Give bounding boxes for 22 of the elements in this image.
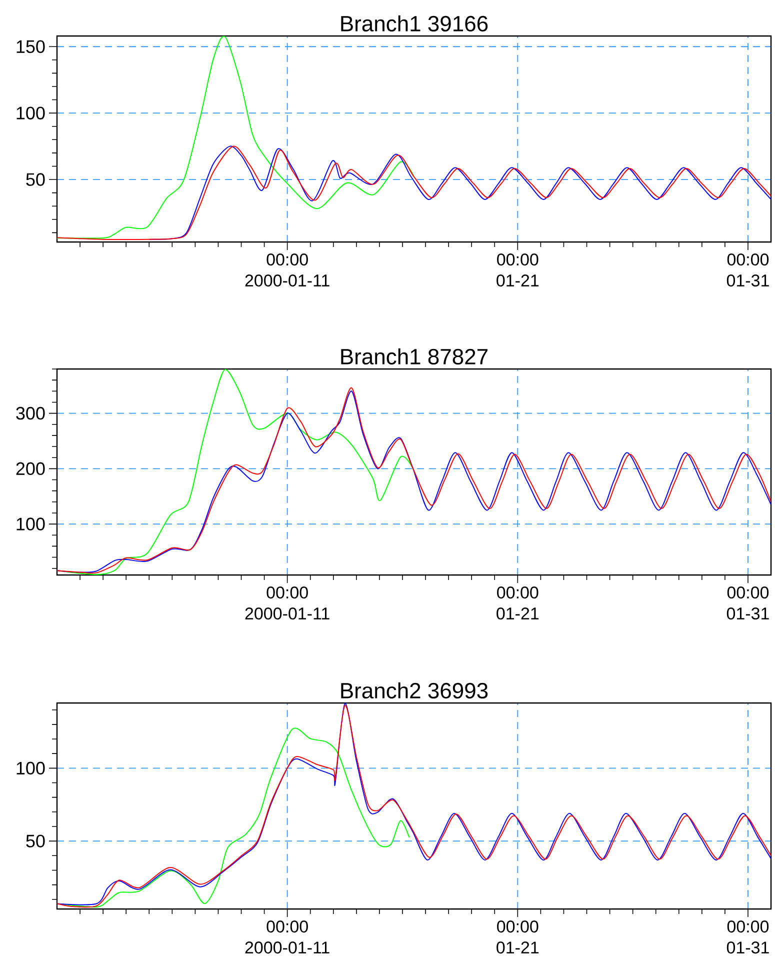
- y-tick-label: 50: [26, 834, 45, 848]
- x-tick-label: 00:00 01-21: [496, 920, 539, 954]
- y-tick-label: 200: [16, 462, 45, 476]
- x-tick-label: 00:00 01-21: [496, 254, 539, 287]
- chart-title: Branch1 39166: [341, 15, 488, 32]
- y-tick-label: 300: [16, 406, 45, 420]
- y-tick-label: 100: [16, 106, 45, 120]
- x-tick-label: 00:00 2000-01-11: [245, 254, 330, 287]
- line-series: [57, 36, 415, 239]
- x-tick-label: 00:00 2000-01-11: [245, 586, 330, 620]
- x-tick-label: 00:00 01-31: [726, 254, 769, 287]
- x-tick-label: 00:00 01-31: [726, 586, 769, 620]
- x-tick-label: 00:00 2000-01-11: [245, 920, 330, 954]
- chart-title: Branch1 87827: [341, 348, 488, 364]
- y-tick-label: 150: [16, 40, 45, 53]
- y-tick-label: 100: [16, 762, 45, 775]
- line-series: [57, 369, 414, 575]
- chart-title: Branch2 36993: [341, 682, 488, 699]
- x-tick-label: 00:00 01-31: [726, 920, 769, 954]
- y-tick-label: 50: [26, 173, 45, 186]
- x-tick-label: 00:00 01-21: [496, 586, 539, 620]
- y-tick-label: 100: [16, 518, 45, 530]
